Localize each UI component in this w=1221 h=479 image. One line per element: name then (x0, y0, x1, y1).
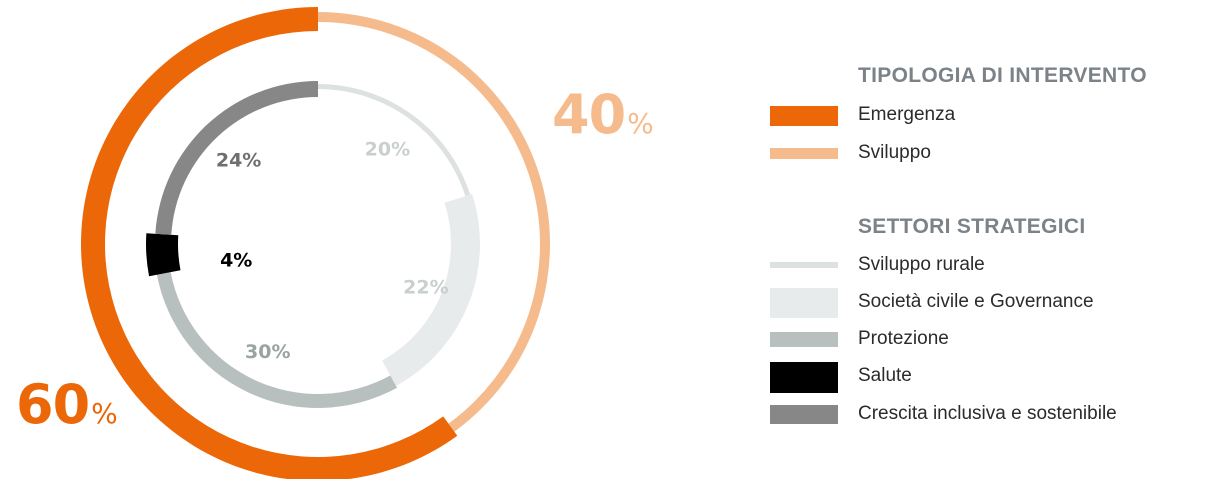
inner-label-protezione: 30% (245, 341, 290, 363)
outer-slice-sviluppo (318, 12, 551, 432)
legend-swatch-salute (770, 362, 838, 393)
inner-slice-crescita-inclusiva-e-sostenibile (155, 81, 318, 235)
legend-label-protezione: Protezione (858, 328, 949, 349)
legend-label-societa-civile: Società civile e Governance (858, 291, 1094, 312)
inner-label-crescita-inclusiva-e-sostenibile: 24% (216, 149, 261, 171)
legend-item-sviluppo-rurale: Sviluppo rurale (770, 251, 1210, 281)
outer-label-emergenza: 60% (16, 373, 118, 436)
legend-swatch-crescita (770, 405, 838, 424)
legend-item-salute: Salute (770, 362, 1210, 393)
legend-item-emergenza: Emergenza (770, 101, 1210, 131)
legend-swatch-sviluppo-rurale (770, 262, 838, 268)
legend-item-sviluppo: Sviluppo (770, 139, 1210, 169)
outer-ring (81, 7, 551, 479)
legend-label-sviluppo: Sviluppo (858, 142, 931, 163)
legend-item-protezione: Protezione (770, 325, 1210, 355)
inner-ring (146, 81, 480, 408)
legend-swatch-emergenza (770, 106, 838, 126)
outer-label-sviluppo: 40% (552, 83, 654, 146)
legend-item-societa-civile: Società civile e Governance (770, 288, 1210, 318)
inner-label-societa-civile-e-governance: 22% (403, 277, 448, 299)
inner-slice-societa-civile-e-governance (382, 193, 480, 386)
legend-label-sviluppo-rurale: Sviluppo rurale (858, 254, 985, 275)
inner-label-salute: 4% (220, 249, 252, 271)
inner-ring-labels: 20% 22% 30% 4% 24% (216, 139, 449, 363)
inner-slice-protezione (156, 272, 398, 408)
legend-item-crescita: Crescita inclusiva e sostenibile (770, 400, 1210, 430)
legend-swatch-protezione (770, 332, 838, 347)
inner-slice-sviluppo-rurale (318, 84, 471, 197)
legend-label-salute: Salute (858, 365, 912, 386)
inner-label-sviluppo-rurale: 20% (365, 139, 410, 161)
legend-title-tipologia: TIPOLOGIA DI INTERVENTO (858, 64, 1147, 87)
legend-label-emergenza: Emergenza (858, 104, 956, 125)
inner-slice-salute (146, 233, 181, 277)
legend-swatch-societa-civile (770, 288, 838, 318)
legend-title-settori: SETTORI STRATEGICI (858, 215, 1086, 238)
legend-label-crescita: Crescita inclusiva e sostenibile (858, 403, 1117, 424)
outer-slice-emergenza (81, 7, 458, 479)
legend-swatch-sviluppo (770, 148, 838, 159)
